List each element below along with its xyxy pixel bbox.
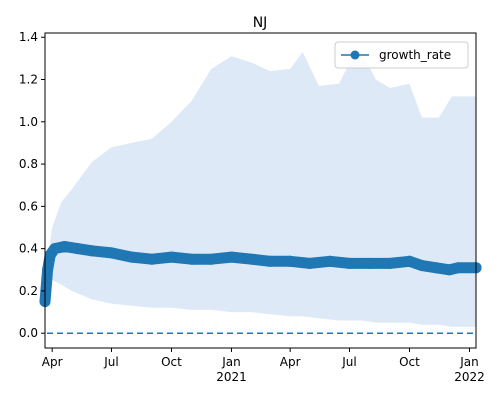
data-point (364, 257, 376, 269)
data-point (284, 255, 296, 267)
x-tick-year-label: 2021 (216, 370, 247, 384)
x-tick-label: Oct (399, 355, 420, 369)
data-point (72, 243, 84, 255)
x-tick-year-label: 2022 (454, 370, 485, 384)
data-point (452, 262, 464, 274)
y-tick-label: 0.6 (19, 199, 38, 213)
data-point (106, 247, 117, 259)
data-point (416, 260, 428, 272)
plot-area-frame (44, 32, 477, 349)
data-point (304, 257, 316, 269)
series-line-growth_rate (39, 241, 482, 307)
legend-label: growth_rate (379, 48, 451, 62)
data-point (404, 255, 415, 267)
x-tick-label: Jul (103, 355, 118, 369)
y-tick-label: 0.0 (19, 326, 38, 340)
confidence-band-layer (45, 52, 476, 327)
y-tick-label: 0.2 (19, 284, 38, 298)
x-tick-label: Apr (42, 355, 63, 369)
y-tick-label: 0.8 (19, 157, 38, 171)
x-tick-label: Apr (280, 355, 301, 369)
data-point (205, 253, 217, 265)
legend-box (334, 41, 469, 69)
data-point (42, 264, 54, 276)
x-tick-label: Oct (161, 355, 182, 369)
data-point (324, 255, 336, 267)
y-tick-label: 0.4 (19, 242, 38, 256)
data-point (166, 251, 177, 263)
data-point (246, 253, 258, 265)
data-point (86, 245, 98, 257)
data-point (126, 251, 138, 263)
data-point (430, 262, 442, 274)
axes-layer (44, 32, 477, 349)
data-point (226, 251, 237, 263)
data-point (59, 241, 71, 252)
legend: growth_rate (334, 41, 469, 69)
data-point (49, 243, 61, 255)
confidence-band (45, 52, 476, 327)
y-tick-label: 1.4 (19, 30, 38, 44)
legend-marker (350, 50, 360, 60)
data-point (146, 253, 158, 265)
data-point (443, 264, 455, 276)
series-layer (39, 241, 482, 307)
y-tick-label: 1.0 (19, 115, 38, 129)
x-tick-label: Jan (221, 355, 241, 369)
x-tick-label: Jan (459, 355, 479, 369)
data-point (264, 255, 276, 267)
y-tick-label: 1.2 (19, 73, 38, 87)
x-tick-label: Jul (341, 355, 356, 369)
chart-title: NJ (253, 15, 268, 31)
data-point (186, 253, 198, 265)
data-point (344, 257, 355, 269)
data-point (384, 257, 396, 269)
